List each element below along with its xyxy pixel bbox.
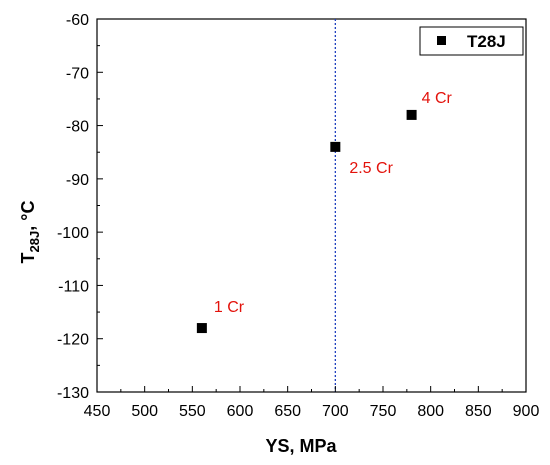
y-axis-title: T28J, °C	[18, 201, 42, 264]
data-marks	[196, 109, 417, 334]
annotation-label: 2.5 Cr	[349, 160, 393, 177]
x-tick-label: 500	[131, 403, 158, 420]
data-point	[406, 109, 417, 120]
x-axis-title: YS, MPa	[265, 436, 337, 456]
legend-marker	[437, 36, 446, 45]
x-tick-label: 850	[465, 403, 492, 420]
y-tick-label: -80	[66, 119, 89, 136]
y-tick-label: -100	[57, 225, 89, 242]
y-tick-label: -110	[58, 278, 89, 295]
y-axis-title-main: T	[18, 252, 38, 263]
axis-ticks: 450 500 550 600 650 700 750 800 850 900 -60 -70 -80 -…	[57, 12, 539, 420]
x-tick-label: 450	[84, 403, 111, 420]
x-tick-label: 800	[417, 403, 444, 420]
y-tick-label: -90	[66, 172, 89, 189]
data-point	[330, 141, 341, 152]
legend: T28J	[419, 26, 524, 56]
y-axis-title-subscript: 28J	[27, 231, 42, 253]
legend-label: T28J	[467, 32, 506, 51]
plot-frame	[96, 18, 527, 393]
x-tick-label: 600	[227, 403, 254, 420]
y-tick-label: -120	[57, 332, 89, 349]
x-tick-label: 900	[513, 403, 540, 420]
x-tick-label: 700	[322, 403, 349, 420]
y-axis-title-unit: , °C	[18, 201, 38, 231]
x-tick-label: 650	[274, 403, 301, 420]
x-tick-label: 550	[179, 403, 206, 420]
annotation-label: 1 Cr	[214, 299, 245, 316]
x-tick-label: 750	[370, 403, 397, 420]
y-tick-label: -130	[57, 385, 89, 402]
y-tick-label: -70	[66, 65, 89, 82]
annotation-label: 4 Cr	[422, 90, 453, 107]
y-tick-label: -60	[66, 12, 89, 29]
plot-area	[96, 18, 527, 393]
data-point	[196, 323, 207, 334]
annotations: 1 Cr 2.5 Cr 4 Cr	[214, 90, 453, 316]
